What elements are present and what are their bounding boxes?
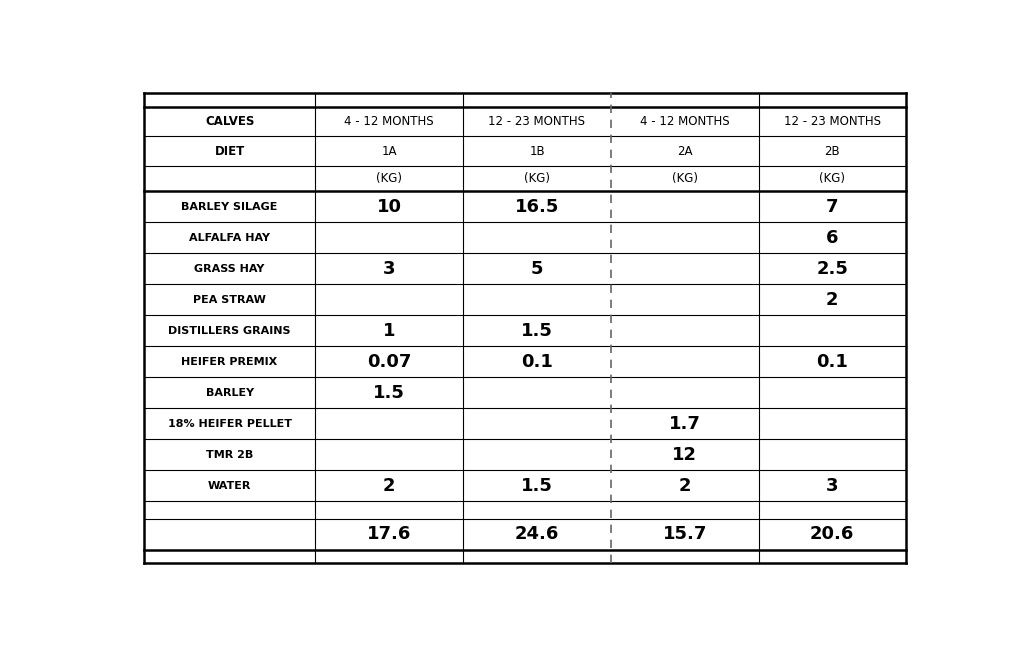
Text: 12 - 23 MONTHS: 12 - 23 MONTHS bbox=[783, 115, 881, 128]
Text: 1: 1 bbox=[383, 322, 395, 340]
Text: BARLEY SILAGE: BARLEY SILAGE bbox=[181, 202, 278, 212]
Text: 18% HEIFER PELLET: 18% HEIFER PELLET bbox=[168, 419, 292, 429]
Text: 20.6: 20.6 bbox=[810, 525, 854, 543]
Text: 17.6: 17.6 bbox=[367, 525, 412, 543]
Text: (KG): (KG) bbox=[376, 172, 402, 185]
Text: 1A: 1A bbox=[381, 145, 397, 158]
Text: 1.5: 1.5 bbox=[374, 384, 406, 402]
Text: 4 - 12 MONTHS: 4 - 12 MONTHS bbox=[344, 115, 434, 128]
Text: 3: 3 bbox=[383, 260, 395, 278]
Text: 0.1: 0.1 bbox=[521, 353, 553, 370]
Text: 0.1: 0.1 bbox=[816, 353, 848, 370]
Text: TMR 2B: TMR 2B bbox=[206, 450, 253, 460]
Text: (KG): (KG) bbox=[819, 172, 845, 185]
Text: (KG): (KG) bbox=[524, 172, 550, 185]
Text: 2B: 2B bbox=[824, 145, 840, 158]
Text: 7: 7 bbox=[826, 198, 839, 216]
Text: 1.5: 1.5 bbox=[521, 322, 553, 340]
Text: 2: 2 bbox=[679, 477, 691, 495]
Text: WATER: WATER bbox=[208, 481, 251, 491]
Text: DIET: DIET bbox=[214, 145, 245, 158]
Text: 4 - 12 MONTHS: 4 - 12 MONTHS bbox=[640, 115, 730, 128]
Text: 2A: 2A bbox=[677, 145, 692, 158]
Text: (KG): (KG) bbox=[672, 172, 697, 185]
Text: GRASS HAY: GRASS HAY bbox=[195, 264, 265, 274]
Text: 1.5: 1.5 bbox=[521, 477, 553, 495]
Text: 10: 10 bbox=[377, 198, 401, 216]
Text: 15.7: 15.7 bbox=[663, 525, 707, 543]
Text: PEA STRAW: PEA STRAW bbox=[194, 294, 266, 305]
Text: 24.6: 24.6 bbox=[515, 525, 559, 543]
Text: 5: 5 bbox=[530, 260, 544, 278]
Text: 1B: 1B bbox=[529, 145, 545, 158]
Text: 6: 6 bbox=[826, 229, 839, 246]
Text: 2.5: 2.5 bbox=[816, 260, 848, 278]
Text: DISTILLERS GRAINS: DISTILLERS GRAINS bbox=[168, 326, 291, 336]
Text: 16.5: 16.5 bbox=[515, 198, 559, 216]
Text: 12: 12 bbox=[673, 446, 697, 464]
Text: 0.07: 0.07 bbox=[367, 353, 412, 370]
Text: 2: 2 bbox=[383, 477, 395, 495]
Text: 3: 3 bbox=[826, 477, 839, 495]
Text: 12 - 23 MONTHS: 12 - 23 MONTHS bbox=[488, 115, 586, 128]
Text: HEIFER PREMIX: HEIFER PREMIX bbox=[181, 357, 278, 367]
Text: ALFALFA HAY: ALFALFA HAY bbox=[189, 233, 270, 242]
Text: 1.7: 1.7 bbox=[669, 415, 700, 433]
Text: 2: 2 bbox=[826, 291, 839, 309]
Text: CALVES: CALVES bbox=[205, 115, 254, 128]
Text: BARLEY: BARLEY bbox=[206, 388, 254, 398]
